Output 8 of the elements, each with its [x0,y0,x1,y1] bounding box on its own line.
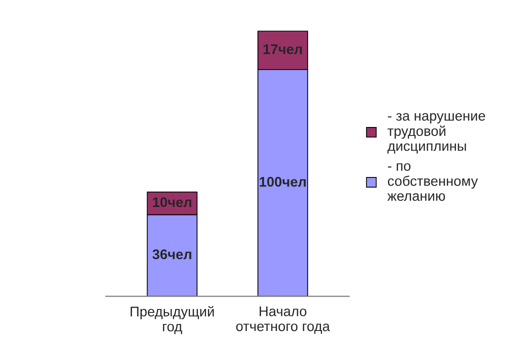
data-label: 17чел [264,44,302,54]
data-label: 10чел [153,197,192,208]
legend-label: - за нарушение трудовой дисциплины [387,113,486,154]
data-label: 36чел [152,249,192,260]
x-tick-label: Начало отчетного года [236,306,330,334]
x-tick-label: Предыдущий год [130,306,214,334]
legend-label: - по собственному желанию [387,163,478,201]
data-label: 100чел [260,176,306,187]
